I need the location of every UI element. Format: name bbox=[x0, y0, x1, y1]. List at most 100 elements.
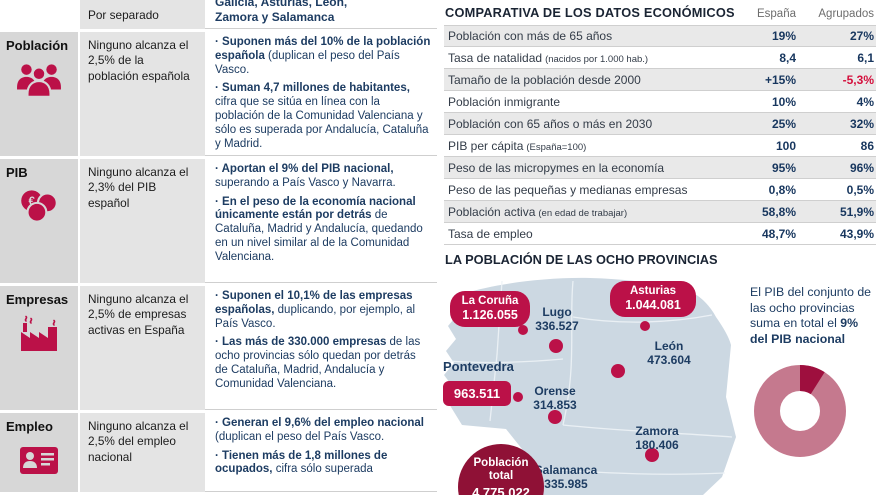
agrupados-cell: Suponen más del 10% de la población espa… bbox=[205, 32, 437, 156]
separado-text: Ninguno alcanza el 2,5% de empresas acti… bbox=[80, 286, 205, 410]
table-row-pib: PIB € Ninguno alcanza el 2,3% del PIB es… bbox=[0, 159, 437, 286]
value-agrupados-negative: -5,3% bbox=[842, 72, 874, 87]
header-empty-cell bbox=[0, 0, 80, 29]
bullet-item: Aportan el 9% del PIB nacional, superand… bbox=[215, 163, 431, 191]
value-espana: 8,4 bbox=[779, 50, 796, 65]
bullet-bold: Tienen más de 1,8 millones de ocupados, bbox=[215, 449, 388, 476]
comparativa-table: COMPARATIVA DE LOS DATOS ECONÓMICOS Espa… bbox=[440, 0, 880, 245]
map-landmass bbox=[444, 277, 736, 495]
bullet-bold: Aportan el 9% del PIB nacional, bbox=[221, 163, 394, 175]
separado-text: Ninguno alcanza el 2,5% de la población … bbox=[80, 32, 205, 156]
map-label-leon: León 473.604 bbox=[647, 339, 691, 368]
value-agrupados: 4% bbox=[856, 94, 874, 109]
agrupados-cell: Suponen el 10,1% de las empresas español… bbox=[205, 286, 437, 410]
table-row: Peso de las micropymes en la economía 95… bbox=[444, 157, 876, 179]
bullet-bold: Generan el 9,6% del empleo nacional bbox=[222, 417, 424, 429]
value-espana: 25% bbox=[771, 116, 796, 131]
dot-lugo bbox=[549, 339, 563, 353]
category-label: PIB bbox=[6, 165, 28, 180]
value-espana: 58,8% bbox=[761, 204, 796, 219]
row-label: Población con 65 años o más en 2030 bbox=[448, 116, 653, 131]
header-agrupados: Galicia, Asturias, León, Zamora y Salama… bbox=[205, 0, 437, 29]
category-label: Empresas bbox=[6, 292, 69, 307]
right-panel: COMPARATIVA DE LOS DATOS ECONÓMICOS Espa… bbox=[440, 0, 880, 495]
left-table-header: Por separado Galicia, Asturias, León, Za… bbox=[0, 0, 437, 32]
header-por-separado-label: Por separado bbox=[88, 7, 159, 22]
bullet-text: duplicando, por ejemplo, al País Vasco. bbox=[215, 303, 416, 330]
map-of-provinces bbox=[444, 277, 736, 495]
column-header-espana: España bbox=[756, 8, 796, 20]
dot-orense bbox=[548, 410, 562, 424]
value-agrupados: 86 bbox=[860, 138, 874, 153]
value-espana: 95% bbox=[771, 160, 796, 175]
comparativa-header: COMPARATIVA DE LOS DATOS ECONÓMICOS Espa… bbox=[444, 5, 876, 25]
bullet-item: Tienen más de 1,8 millones de ocupados, … bbox=[215, 450, 431, 478]
value-espana: 100 bbox=[775, 138, 796, 153]
value-agrupados: 32% bbox=[849, 116, 874, 131]
dot-pontevedra bbox=[513, 392, 523, 402]
row-label: Población activa (en edad de trabajar) bbox=[448, 204, 628, 219]
map-label-pontevedra-value: 963.511 bbox=[443, 381, 511, 406]
table-row: Peso de las pequeñas y medianas empresas… bbox=[444, 179, 876, 201]
category-label: Población bbox=[6, 38, 69, 53]
bullet-bold: Suponen más del 10% de la población espa… bbox=[215, 36, 431, 62]
bullet-item: Suman 4,7 millones de habitantes, cifra … bbox=[215, 82, 431, 151]
bullet-text: cifra que se sitúa en línea con la pobla… bbox=[215, 96, 429, 150]
bullet-bold: En el peso de la economía nacional única… bbox=[215, 195, 416, 222]
factory-icon bbox=[3, 315, 75, 358]
row-label: Tasa de empleo bbox=[448, 226, 533, 241]
value-agrupados: 96% bbox=[849, 160, 874, 175]
category-label: Empleo bbox=[6, 419, 53, 434]
dot-asturias bbox=[640, 321, 650, 331]
row-label: Población con más de 65 años bbox=[448, 29, 613, 43]
row-label: Tasa de natalidad (nacidos por 1.000 hab.… bbox=[448, 50, 649, 65]
table-row: Tasa de empleo 48,7% 43,9% bbox=[444, 223, 876, 245]
pib-donut-chart bbox=[752, 363, 848, 464]
map-section-title: LA POBLACIÓN DE LAS OCHO PROVINCIAS bbox=[445, 252, 718, 267]
coins-icon: € bbox=[3, 188, 75, 229]
value-espana: 0,8% bbox=[768, 182, 796, 197]
map-label-asturias: Asturias 1.044.081 bbox=[610, 281, 696, 317]
bullet-text: de Cataluña, Madrid y Andalucía, quedand… bbox=[215, 209, 423, 263]
row-label: Tamaño de la población desde 2000 bbox=[448, 72, 641, 87]
category-cell-empleo: Empleo bbox=[0, 413, 80, 492]
table-row: Tasa de natalidad (nacidos por 1.000 hab.… bbox=[444, 47, 876, 69]
category-cell-pib: PIB € bbox=[0, 159, 80, 283]
map-label-la-coruna: La Coruña 1.126.055 bbox=[450, 291, 530, 327]
bullet-bold: Las más de 330.000 empresas bbox=[222, 336, 387, 349]
bullet-item: Suponen más del 10% de la población espa… bbox=[215, 36, 431, 77]
svg-text:€: € bbox=[28, 196, 35, 208]
donut-segment-9pct bbox=[754, 365, 846, 457]
value-agrupados: 43,9% bbox=[839, 226, 874, 241]
agrupados-cell: Aportan el 9% del PIB nacional, superand… bbox=[205, 159, 437, 283]
column-header-agrupados: Agrupados bbox=[818, 8, 874, 20]
comparativa-title: COMPARATIVA DE LOS DATOS ECONÓMICOS bbox=[445, 5, 735, 20]
map-area: La Coruña 1.126.055 Lugo 336.527 Asturia… bbox=[440, 269, 880, 495]
table-row: Población con más de 65 años 19% 27% bbox=[444, 25, 876, 47]
header-agrupados-label: Galicia, Asturias, León, Zamora y Salama… bbox=[215, 0, 348, 24]
value-agrupados: 0,5% bbox=[846, 182, 874, 197]
table-row-poblacion: Población Ninguno alcanza el 2,5% de la … bbox=[0, 32, 437, 159]
map-label-salamanca: Salamanca 335.985 bbox=[534, 463, 598, 492]
bullet-bold: Suman 4,7 millones de habitantes, bbox=[222, 82, 410, 95]
bullet-text: (duplican el peso del País Vasco. bbox=[215, 430, 385, 443]
table-row-empleo: Empleo Ninguno alcanza el 2,5% del emple… bbox=[0, 413, 437, 495]
id-card-icon bbox=[3, 442, 75, 481]
value-agrupados: 27% bbox=[849, 29, 874, 43]
comparativa-rows: Población con más de 65 años 19% 27% Tas… bbox=[444, 25, 876, 245]
agrupados-cell: Generan el 9,6% del empleo nacional (dup… bbox=[205, 413, 437, 492]
people-icon bbox=[3, 61, 75, 102]
bullet-item: Suponen el 10,1% de las empresas español… bbox=[215, 290, 431, 331]
table-row: PIB per cápita (España=100) 100 86 bbox=[444, 135, 876, 157]
map-label-zamora: Zamora 180.406 bbox=[635, 424, 679, 453]
dot-leon bbox=[611, 364, 625, 378]
bullet-item: Las más de 330.000 empresas de las ocho … bbox=[215, 336, 431, 391]
dot-zamora bbox=[645, 448, 659, 462]
row-label: Peso de las pequeñas y medianas empresas bbox=[448, 182, 688, 197]
dot-la-coruna bbox=[518, 325, 528, 335]
value-agrupados: 51,9% bbox=[839, 204, 874, 219]
category-cell-empresas: Empresas bbox=[0, 286, 80, 410]
bullet-bold: Suponen el 10,1% de las empresas español… bbox=[215, 290, 413, 316]
bullet-text: superando a País Vasco y Navarra. bbox=[215, 176, 396, 189]
